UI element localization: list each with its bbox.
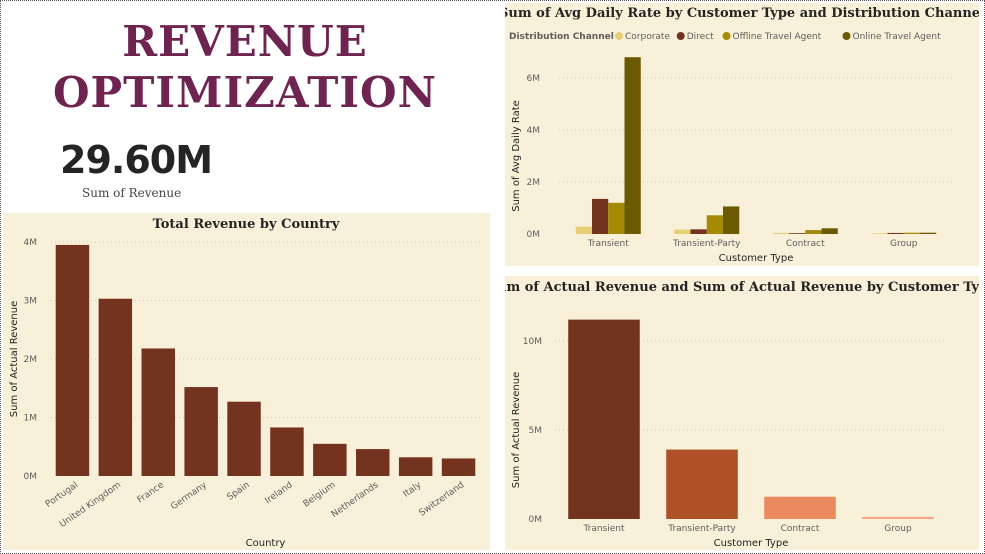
chart-title: Sum of Actual Revenue and Sum of Actual …	[505, 280, 979, 295]
revenue-kpi-value: 29.60M	[60, 138, 213, 182]
bar-belgium	[313, 443, 347, 476]
x-tick-label: Belgium	[302, 480, 338, 509]
bar-offline-travel-agent-transient	[608, 202, 625, 234]
y-axis-label: Sum of Actual Revenue	[9, 301, 20, 417]
legend-label-offline-travel-agent: Offline Travel Agent	[733, 32, 822, 42]
revenue-by-customer-type-chart[interactable]: Sum of Actual Revenue and Sum of Actual …	[505, 276, 979, 550]
bar-offline-travel-agent-group	[903, 232, 921, 234]
bar-online-travel-agent-transient-party	[723, 206, 740, 234]
y-tick-label: 2M	[24, 355, 38, 365]
x-tick-label: Transient-Party	[672, 239, 741, 249]
x-tick-label: Transient-Party	[667, 524, 736, 534]
y-axis-label: Sum of Actual Revenue	[511, 372, 522, 488]
x-axis-label: Customer Type	[714, 538, 789, 549]
x-tick-label: Netherlands	[330, 480, 381, 520]
bar-offline-travel-agent-contract	[805, 230, 822, 234]
chart-title: Sum of Avg Daily Rate by Customer Type a…	[505, 6, 979, 21]
report-title-line-2: OPTIMIZATION	[52, 68, 438, 117]
x-tick-label: Ireland	[263, 480, 294, 506]
bar-corporate-transient-party	[674, 229, 691, 234]
legend-label-direct: Direct	[687, 32, 714, 42]
bar-corporate-contract	[772, 232, 789, 234]
bar-switzerland	[441, 458, 476, 476]
y-axis-label: Sum of Avg Daily Rate	[511, 100, 522, 212]
x-tick-label: Portugal	[44, 480, 80, 510]
chart-title: Total Revenue by Country	[153, 217, 340, 232]
report-title-line-1: REVENUE	[122, 17, 368, 66]
country-revenue-chart[interactable]: Total Revenue by Country 0M 1M 2M 3M 4M Sum of…	[3, 213, 490, 550]
x-tick-label: Transient	[587, 239, 630, 249]
x-tick-label: France	[136, 480, 167, 506]
y-tick-label: 6M	[527, 74, 541, 84]
y-tick-label: 0M	[24, 472, 38, 482]
bar-united-kingdom	[98, 298, 133, 476]
y-tick-label: 0M	[529, 515, 543, 525]
bar-transient	[568, 319, 640, 519]
y-tick-label: 3M	[24, 297, 38, 307]
bar-direct-transient	[591, 198, 609, 234]
x-axis-label: Customer Type	[719, 253, 794, 264]
bar-portugal	[55, 244, 90, 476]
legend-label-corporate: Corporate	[625, 32, 670, 42]
bar-italy	[398, 457, 433, 476]
x-tick-label: Germany	[169, 480, 209, 512]
x-tick-label: Group	[890, 239, 918, 249]
bar-group	[862, 516, 934, 519]
x-tick-label: Italy	[402, 480, 424, 500]
bar-direct-contract	[788, 233, 806, 234]
x-tick-label: Transient	[582, 524, 625, 534]
bar-spain	[227, 401, 261, 476]
x-axis-label: Country	[246, 538, 286, 549]
y-tick-label: 4M	[24, 238, 38, 248]
legend-marker-corporate	[615, 32, 623, 40]
y-tick-label: 4M	[527, 126, 541, 136]
x-tick-label: Switzerland	[418, 480, 467, 518]
adr-by-customer-type-chart[interactable]: Sum of Avg Daily Rate by Customer Type a…	[505, 3, 979, 266]
legend-marker-online-travel-agent	[842, 32, 851, 40]
customer-type-revenue-svg: Sum of Actual Revenue and Sum of Actual …	[505, 280, 979, 549]
bar-online-travel-agent-contract	[821, 228, 838, 234]
revenue-kpi-label: Sum of Revenue	[82, 186, 182, 200]
bar-direct-group	[887, 232, 904, 234]
country-revenue-svg: Total Revenue by Country 0M 1M 2M 3M 4M Sum of…	[9, 217, 480, 549]
legend-marker-direct	[676, 32, 685, 40]
y-tick-label: 0M	[527, 230, 541, 240]
bar-online-travel-agent-transient	[624, 57, 641, 235]
bar-offline-travel-agent-transient-party	[706, 215, 724, 234]
x-tick-label: Contract	[786, 239, 825, 249]
bar-direct-transient-party	[690, 229, 707, 234]
bar-transient-party	[666, 449, 738, 519]
y-tick-label: 10M	[523, 337, 542, 347]
y-tick-label: 2M	[527, 178, 541, 188]
bar-corporate-transient	[575, 226, 592, 234]
x-tick-label: Group	[884, 524, 912, 534]
bar-corporate-group	[871, 233, 888, 234]
legend-marker-offline-travel-agent	[722, 32, 731, 40]
x-tick-label: Contract	[781, 524, 820, 534]
y-tick-label: 1M	[24, 414, 38, 424]
legend-title: Distribution Channel	[509, 32, 614, 42]
bar-france	[141, 348, 175, 476]
legend-label-online-travel-agent: Online Travel Agent	[853, 32, 942, 42]
bar-ireland	[270, 427, 304, 476]
bar-contract	[764, 496, 836, 519]
adr-svg: Sum of Avg Daily Rate by Customer Type a…	[505, 6, 979, 264]
y-tick-label: 5M	[529, 426, 543, 436]
bar-online-travel-agent-group	[920, 232, 937, 234]
bar-germany	[184, 387, 218, 476]
x-tick-label: Spain	[225, 480, 251, 503]
bar-netherlands	[356, 449, 390, 476]
